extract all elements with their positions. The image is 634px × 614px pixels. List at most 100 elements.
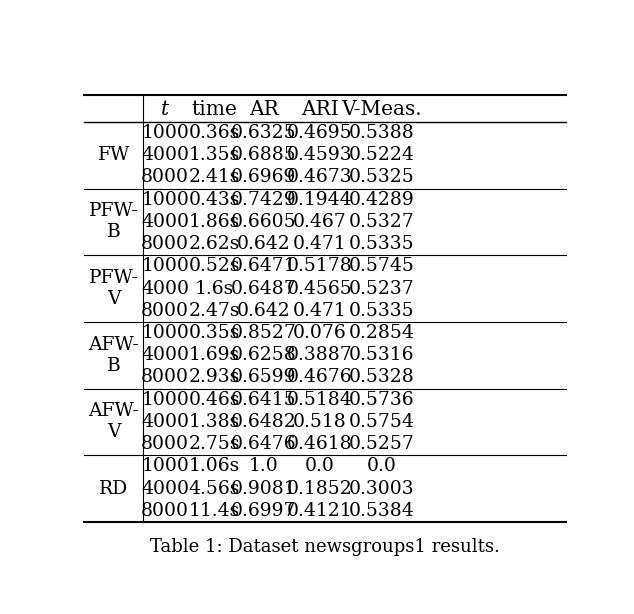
Text: FW: FW bbox=[98, 146, 130, 164]
Text: PFW-
B: PFW- B bbox=[89, 203, 139, 241]
Text: 8000: 8000 bbox=[141, 168, 189, 187]
Text: 0.5224: 0.5224 bbox=[349, 146, 415, 164]
Text: 0.5384: 0.5384 bbox=[349, 502, 414, 520]
Text: 0.5237: 0.5237 bbox=[349, 279, 414, 298]
Text: 0.5388: 0.5388 bbox=[349, 124, 414, 142]
Text: 0.5335: 0.5335 bbox=[349, 235, 414, 253]
Text: 0.6325: 0.6325 bbox=[231, 124, 296, 142]
Text: RD: RD bbox=[99, 480, 128, 497]
Text: AFW-
B: AFW- B bbox=[88, 336, 139, 375]
Text: 8000: 8000 bbox=[141, 368, 189, 386]
Text: 4000: 4000 bbox=[141, 413, 189, 431]
Text: 0.471: 0.471 bbox=[293, 301, 347, 320]
Text: 0.6969: 0.6969 bbox=[231, 168, 296, 187]
Text: AR: AR bbox=[249, 100, 278, 119]
Text: 2.47s: 2.47s bbox=[189, 301, 240, 320]
Text: 0.471: 0.471 bbox=[293, 235, 347, 253]
Text: 8000: 8000 bbox=[141, 502, 189, 520]
Text: 0.1852: 0.1852 bbox=[287, 480, 353, 497]
Text: 4.56s: 4.56s bbox=[189, 480, 240, 497]
Text: 0.4121: 0.4121 bbox=[287, 502, 353, 520]
Text: ARI: ARI bbox=[301, 100, 339, 119]
Text: 0.4673: 0.4673 bbox=[287, 168, 353, 187]
Text: 1.0: 1.0 bbox=[249, 457, 278, 475]
Text: 0.076: 0.076 bbox=[293, 324, 347, 342]
Text: 0.6482: 0.6482 bbox=[231, 413, 296, 431]
Text: 0.5184: 0.5184 bbox=[287, 391, 353, 409]
Text: Table 1: Dataset newsgroups1 results.: Table 1: Dataset newsgroups1 results. bbox=[150, 538, 500, 556]
Text: 0.4565: 0.4565 bbox=[287, 279, 353, 298]
Text: 0.5328: 0.5328 bbox=[349, 368, 414, 386]
Text: 4000: 4000 bbox=[141, 346, 189, 364]
Text: 0.5327: 0.5327 bbox=[349, 213, 414, 231]
Text: 0.0: 0.0 bbox=[366, 457, 396, 475]
Text: 1000: 1000 bbox=[141, 257, 189, 275]
Text: 1.69s: 1.69s bbox=[189, 346, 240, 364]
Text: 0.5745: 0.5745 bbox=[349, 257, 415, 275]
Text: 0.6487: 0.6487 bbox=[231, 279, 296, 298]
Text: 1000: 1000 bbox=[141, 124, 189, 142]
Text: 1.6s: 1.6s bbox=[195, 279, 234, 298]
Text: 2.41s: 2.41s bbox=[189, 168, 240, 187]
Text: 0.2854: 0.2854 bbox=[349, 324, 415, 342]
Text: 0.6471: 0.6471 bbox=[231, 257, 296, 275]
Text: 1.38s: 1.38s bbox=[189, 413, 240, 431]
Text: 0.467: 0.467 bbox=[293, 213, 347, 231]
Text: 0.5325: 0.5325 bbox=[349, 168, 414, 187]
Text: 0.6258: 0.6258 bbox=[231, 346, 296, 364]
Text: 1000: 1000 bbox=[141, 324, 189, 342]
Text: 0.642: 0.642 bbox=[236, 301, 290, 320]
Text: 8000: 8000 bbox=[141, 301, 189, 320]
Text: 0.5736: 0.5736 bbox=[349, 391, 414, 409]
Text: time: time bbox=[191, 100, 237, 119]
Text: 0.4695: 0.4695 bbox=[287, 124, 353, 142]
Text: 0.4676: 0.4676 bbox=[287, 368, 353, 386]
Text: 0.35s: 0.35s bbox=[189, 324, 240, 342]
Text: 0.5257: 0.5257 bbox=[349, 435, 415, 453]
Text: 0.46s: 0.46s bbox=[189, 391, 240, 409]
Text: 0.6885: 0.6885 bbox=[231, 146, 296, 164]
Text: 4000: 4000 bbox=[141, 279, 189, 298]
Text: 0.6997: 0.6997 bbox=[231, 502, 296, 520]
Text: 0.4593: 0.4593 bbox=[287, 146, 353, 164]
Text: 0.3887: 0.3887 bbox=[287, 346, 353, 364]
Text: 0.642: 0.642 bbox=[236, 235, 290, 253]
Text: V-Meas.: V-Meas. bbox=[341, 100, 422, 119]
Text: 4000: 4000 bbox=[141, 480, 189, 497]
Text: 0.0: 0.0 bbox=[305, 457, 335, 475]
Text: 8000: 8000 bbox=[141, 235, 189, 253]
Text: 0.518: 0.518 bbox=[293, 413, 347, 431]
Text: 0.36s: 0.36s bbox=[189, 124, 240, 142]
Text: 11.4s: 11.4s bbox=[189, 502, 240, 520]
Text: 1.86s: 1.86s bbox=[189, 213, 240, 231]
Text: 0.6605: 0.6605 bbox=[231, 213, 296, 231]
Text: 1.35s: 1.35s bbox=[189, 146, 240, 164]
Text: 1.06s: 1.06s bbox=[189, 457, 240, 475]
Text: 2.93s: 2.93s bbox=[189, 368, 240, 386]
Text: 0.5335: 0.5335 bbox=[349, 301, 414, 320]
Text: 4000: 4000 bbox=[141, 213, 189, 231]
Text: 0.5316: 0.5316 bbox=[349, 346, 414, 364]
Text: 0.7429: 0.7429 bbox=[231, 191, 296, 209]
Text: 1000: 1000 bbox=[141, 191, 189, 209]
Text: t: t bbox=[161, 100, 169, 119]
Text: 8000: 8000 bbox=[141, 435, 189, 453]
Text: 0.5178: 0.5178 bbox=[287, 257, 353, 275]
Text: 0.3003: 0.3003 bbox=[349, 480, 414, 497]
Text: 0.6599: 0.6599 bbox=[231, 368, 296, 386]
Text: 0.52s: 0.52s bbox=[189, 257, 240, 275]
Text: PFW-
V: PFW- V bbox=[89, 269, 139, 308]
Text: 0.5754: 0.5754 bbox=[349, 413, 415, 431]
Text: 0.4618: 0.4618 bbox=[287, 435, 353, 453]
Text: 2.75s: 2.75s bbox=[189, 435, 240, 453]
Text: 0.6476: 0.6476 bbox=[231, 435, 296, 453]
Text: 0.9081: 0.9081 bbox=[231, 480, 296, 497]
Text: 1000: 1000 bbox=[141, 391, 189, 409]
Text: 0.8527: 0.8527 bbox=[231, 324, 297, 342]
Text: 0.6415: 0.6415 bbox=[231, 391, 296, 409]
Text: 0.1944: 0.1944 bbox=[287, 191, 353, 209]
Text: 0.43s: 0.43s bbox=[189, 191, 240, 209]
Text: 4000: 4000 bbox=[141, 146, 189, 164]
Text: AFW-
V: AFW- V bbox=[88, 403, 139, 441]
Text: 1000: 1000 bbox=[141, 457, 189, 475]
